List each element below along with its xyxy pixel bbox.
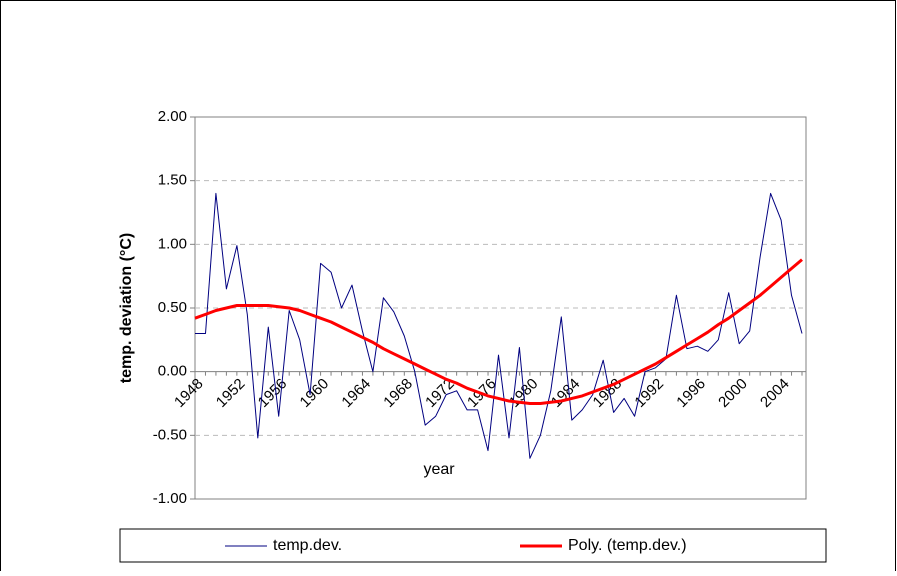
legend-label: Poly. (temp.dev.) xyxy=(568,537,687,554)
y-tick-label: 2.00 xyxy=(158,108,187,125)
x-axis-title: year xyxy=(423,461,455,478)
series-line xyxy=(195,192,803,459)
y-tick-label: -0.50 xyxy=(153,426,187,443)
y-tick-label: -1.00 xyxy=(153,490,187,507)
y-axis-title: temp. deviation (°C) xyxy=(118,233,135,383)
y-tick-label: 1.50 xyxy=(158,172,187,189)
legend-label: temp.dev. xyxy=(273,537,342,554)
y-tick-label: 0.50 xyxy=(158,299,187,316)
series-line xyxy=(194,258,803,405)
y-tick-label: 1.00 xyxy=(158,235,187,252)
y-tick-label: 0.00 xyxy=(158,363,187,380)
